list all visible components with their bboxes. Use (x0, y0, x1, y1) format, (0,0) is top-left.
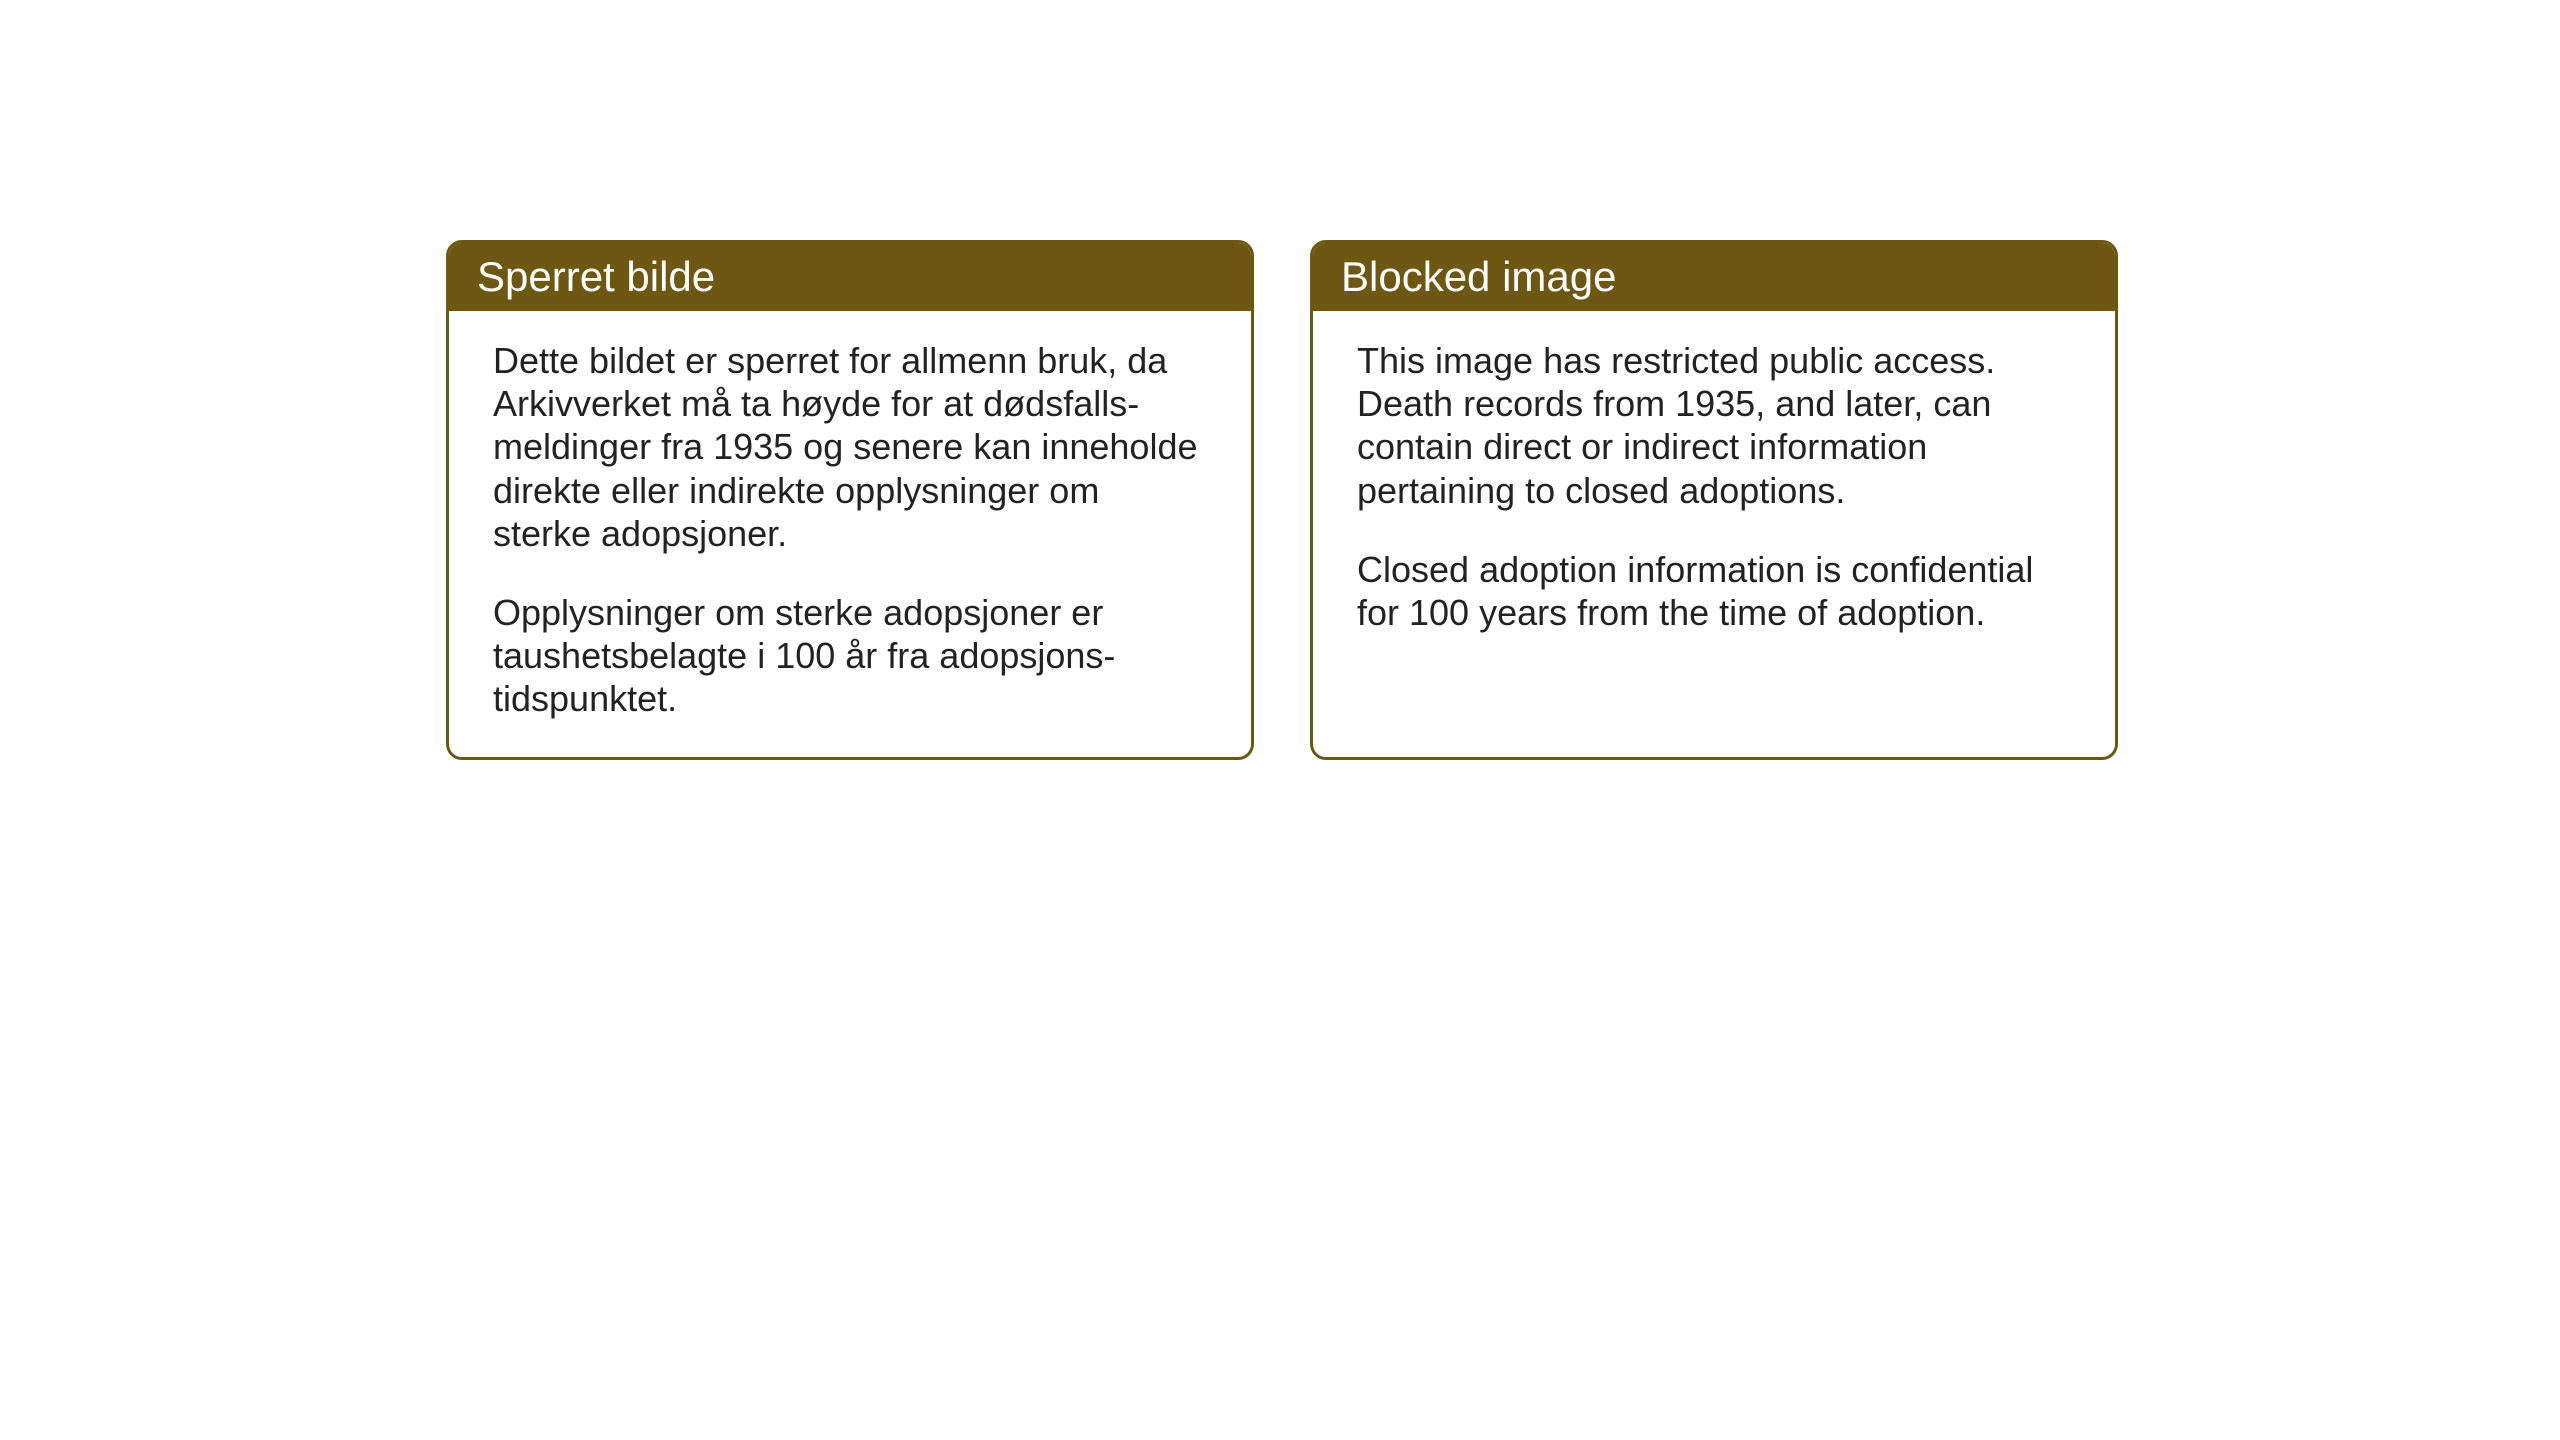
notice-title-english: Blocked image (1341, 253, 1616, 300)
notice-title-norwegian: Sperret bilde (477, 253, 715, 300)
notice-paragraph1-english: This image has restricted public access.… (1357, 339, 2071, 512)
notice-header-english: Blocked image (1313, 243, 2115, 311)
notice-body-norwegian: Dette bildet er sperret for allmenn bruk… (449, 311, 1251, 757)
notice-card-english: Blocked image This image has restricted … (1310, 240, 2118, 760)
notice-card-norwegian: Sperret bilde Dette bildet er sperret fo… (446, 240, 1254, 760)
notice-container: Sperret bilde Dette bildet er sperret fo… (446, 240, 2118, 760)
notice-paragraph1-norwegian: Dette bildet er sperret for allmenn bruk… (493, 339, 1207, 555)
notice-paragraph2-english: Closed adoption information is confident… (1357, 548, 2071, 634)
notice-body-english: This image has restricted public access.… (1313, 311, 2115, 670)
notice-header-norwegian: Sperret bilde (449, 243, 1251, 311)
notice-paragraph2-norwegian: Opplysninger om sterke adopsjoner er tau… (493, 591, 1207, 721)
